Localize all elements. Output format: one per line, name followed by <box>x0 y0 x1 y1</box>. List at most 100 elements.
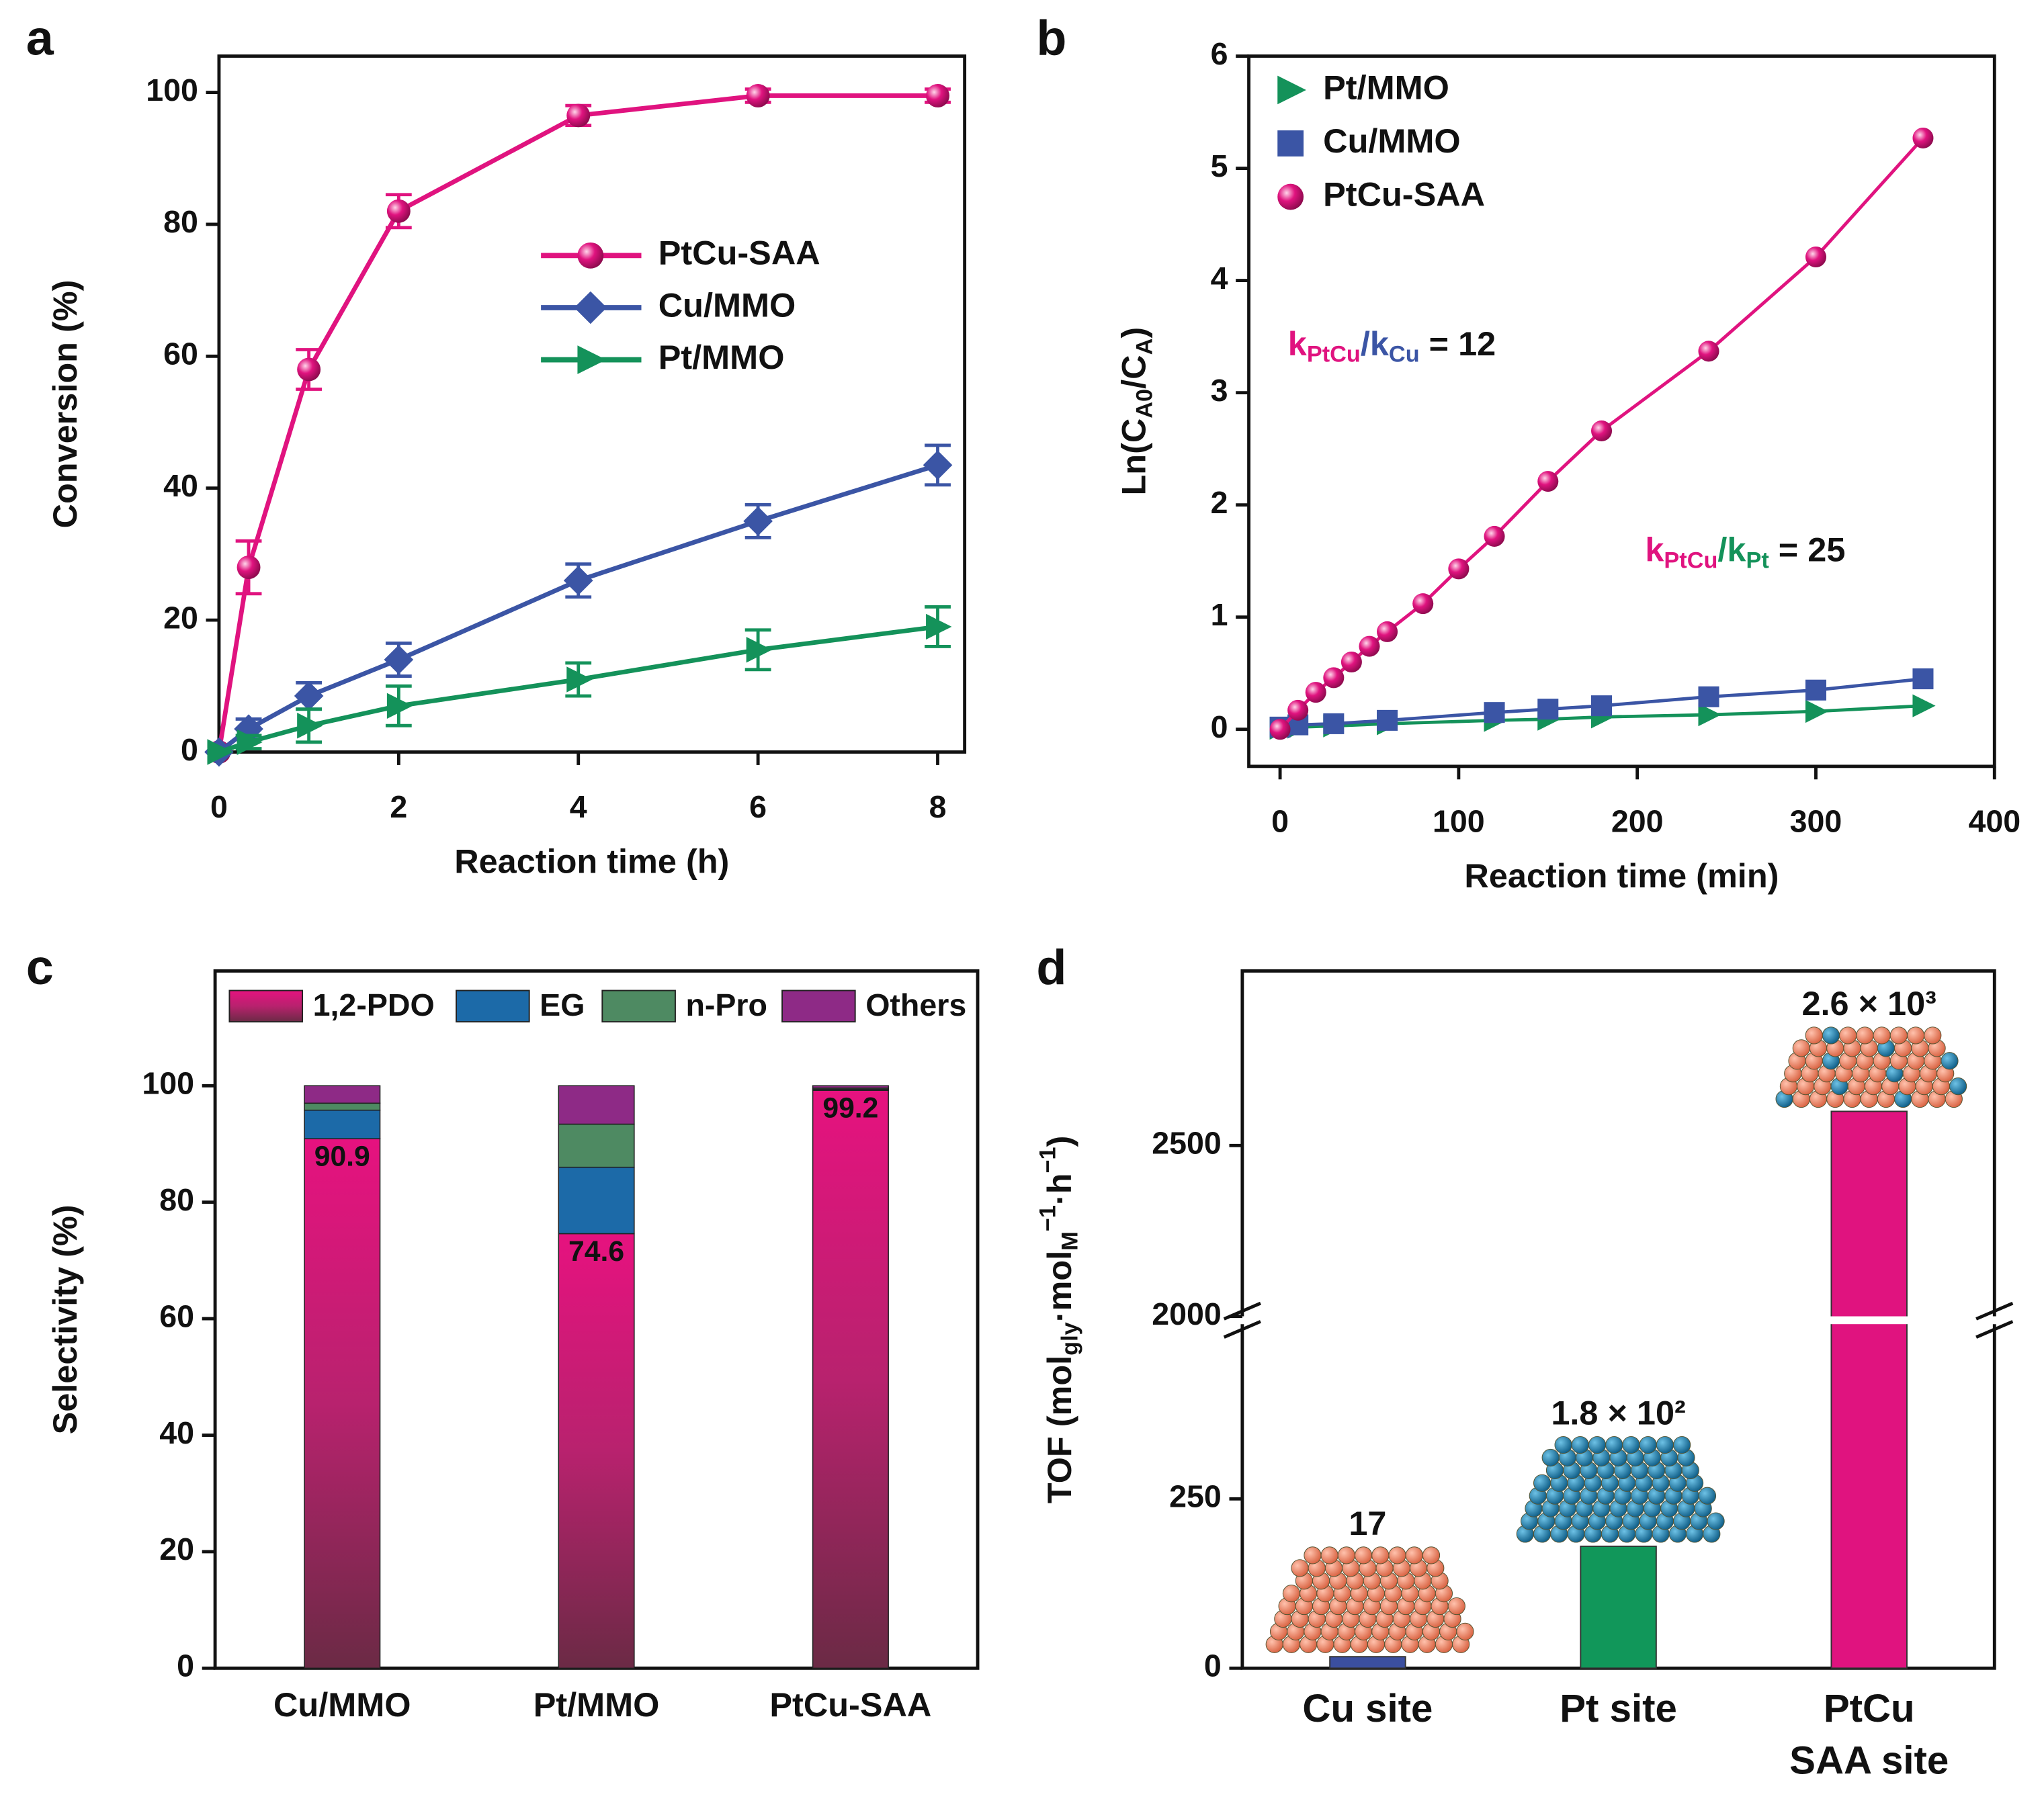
bar-segment <box>304 1138 381 1669</box>
data-label: 1.8 × 10² <box>1551 1394 1686 1432</box>
x-tick-label: Pt/MMO <box>534 1685 660 1724</box>
marker <box>384 645 414 674</box>
y-tick-label: 250 <box>1169 1479 1222 1514</box>
marker <box>1277 183 1304 210</box>
legend-label: PtCu-SAA <box>658 234 820 272</box>
y-tick-label: 100 <box>146 73 198 107</box>
marker <box>1277 130 1304 157</box>
bar <box>1329 1656 1406 1669</box>
marker <box>1359 635 1380 657</box>
x-tick-label: 2 <box>390 789 407 824</box>
nanoparticle-atom <box>1856 1026 1874 1045</box>
y-tick-label: 80 <box>159 1182 194 1217</box>
marker <box>1912 694 1936 717</box>
marker <box>1305 682 1326 703</box>
legend-label: Pt/MMO <box>658 338 785 376</box>
bar-segment <box>812 1090 889 1669</box>
label-part: = 25 <box>1769 531 1846 569</box>
y-axis-title: Ln(CA0/CA) <box>1115 327 1157 496</box>
nanoparticle-atom <box>1355 1546 1373 1564</box>
label-part: M <box>1058 1231 1083 1251</box>
y-tick-label: 3 <box>1211 373 1228 408</box>
x-tick-label: 100 <box>1433 804 1485 839</box>
nanoparticle-atom <box>1571 1436 1589 1454</box>
x-tick-label: 400 <box>1968 804 2020 839</box>
marker <box>1912 127 1934 148</box>
nanoparticle-atom <box>1889 1026 1908 1045</box>
nanoparticle-atom <box>1282 1585 1301 1603</box>
x-tick-label: Cu/MMO <box>273 1685 411 1724</box>
label-part: gly <box>1058 1322 1083 1356</box>
marker <box>1698 703 1721 727</box>
marker <box>746 637 773 663</box>
marker <box>574 291 607 324</box>
legend-label: Cu/MMO <box>658 285 796 324</box>
nanoparticle-atom <box>1304 1546 1322 1564</box>
label-part: TOF (mol <box>1040 1356 1078 1503</box>
marker <box>1377 621 1398 642</box>
marker <box>743 506 773 536</box>
bar-segment <box>558 1085 635 1125</box>
legend-label: Pt/MMO <box>1323 68 1449 106</box>
annotation: kPtCu/kPt = 25 <box>1645 531 1845 573</box>
series-line <box>1279 704 1924 730</box>
label-part: ) <box>1040 1136 1078 1147</box>
label-part: Cu <box>1389 342 1420 367</box>
nanoparticle-atom <box>1622 1436 1640 1454</box>
label-part: A <box>1132 339 1157 355</box>
y-tick-label: 2500 <box>1152 1126 1222 1161</box>
x-axis-title: Reaction time (min) <box>1464 856 1779 895</box>
break-gap <box>1828 1316 1910 1325</box>
y-axis-title: TOF (molgly·molM−1·h−1) <box>1035 1136 1083 1504</box>
legend-label: Others <box>865 987 966 1022</box>
data-label: 99.2 <box>822 1092 878 1124</box>
marker <box>297 357 321 382</box>
marker <box>566 666 593 693</box>
nanoparticle-atom <box>1291 1559 1309 1577</box>
legend-label: Cu/MMO <box>1323 122 1461 160</box>
legend-label: n-Pro <box>685 987 767 1022</box>
nanoparticle-atom <box>1554 1436 1572 1454</box>
marker <box>566 103 591 128</box>
label-part: k <box>1645 531 1664 569</box>
legend-label: 1,2-PDO <box>313 987 435 1022</box>
y-tick-label: 20 <box>159 1532 194 1567</box>
panel-label: d <box>1036 939 1066 995</box>
marker <box>1591 695 1613 717</box>
label-part: PtCu <box>1307 342 1361 367</box>
label-part: ) <box>1115 327 1153 339</box>
label-part: /k <box>1717 531 1746 569</box>
x-tick-label: 200 <box>1611 804 1664 839</box>
bar <box>1830 1110 1908 1669</box>
nanoparticle-atom <box>1805 1026 1823 1045</box>
label-part: −1 <box>1035 1205 1061 1231</box>
marker <box>1377 709 1398 731</box>
nanoparticle-atom <box>1949 1077 1967 1096</box>
nanoparticle-atom <box>1588 1436 1607 1454</box>
y-tick-label: 2 <box>1211 485 1228 520</box>
plot-frame <box>1247 54 1996 768</box>
marker <box>923 450 953 480</box>
marker <box>297 713 323 739</box>
marker <box>926 613 952 640</box>
marker <box>294 681 324 711</box>
legend-label: PtCu-SAA <box>1323 175 1485 213</box>
bar-segment <box>812 1085 889 1089</box>
label-part: Pt <box>1746 547 1769 573</box>
nanoparticle-atom <box>1673 1436 1691 1454</box>
nanoparticle-atom <box>1707 1512 1725 1530</box>
label-part: k <box>1288 324 1308 363</box>
y-tick-label: 40 <box>163 468 198 503</box>
y-tick-label: 6 <box>1211 36 1228 71</box>
label-part: /C <box>1115 355 1153 388</box>
label-part: PtCu <box>1664 547 1717 573</box>
marker <box>1269 719 1291 740</box>
series-line <box>216 93 938 753</box>
label-part: /k <box>1361 324 1390 363</box>
marker <box>577 242 604 269</box>
series-line <box>217 463 939 754</box>
marker <box>1805 699 1829 723</box>
y-axis-title: Selectivity (%) <box>46 1204 84 1434</box>
nanoparticle-atom <box>1639 1436 1657 1454</box>
